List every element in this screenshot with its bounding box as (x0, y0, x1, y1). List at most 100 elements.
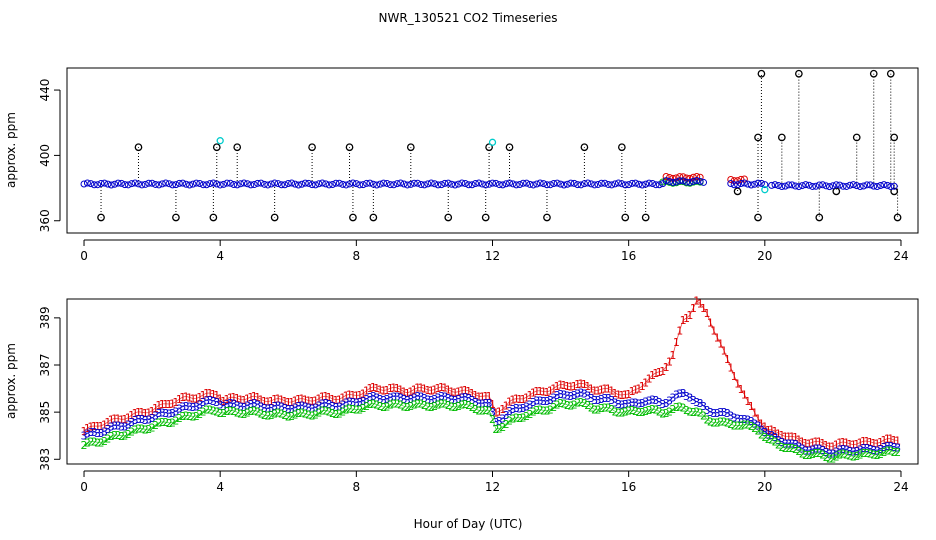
series-2-point: 2 (411, 399, 418, 412)
series-3-point: 3 (448, 393, 455, 406)
series-1-point: 1 (486, 390, 493, 403)
series-3-point: 3 (530, 396, 537, 409)
blue-samples-point (774, 182, 782, 190)
series-1-point: 1 (526, 389, 533, 402)
series-1-point: 1 (349, 389, 356, 402)
series-3-point: 3 (220, 400, 227, 413)
bottom-plot-frame (66, 298, 919, 465)
outlier-point (369, 213, 378, 222)
series-2-point: 2 (458, 399, 465, 412)
series-3-point: 3 (669, 391, 676, 404)
bottom-x-tick-label: 16 (621, 480, 636, 494)
blue-samples-point (638, 181, 646, 189)
blue-samples-point (158, 180, 166, 188)
blue-samples-point (693, 177, 701, 185)
series-2-point: 2 (877, 448, 884, 461)
series-1-point: 1 (857, 437, 864, 450)
series-1-point: 1 (152, 402, 159, 415)
series-2-point: 2 (540, 404, 547, 417)
series-1-point: 1 (683, 312, 690, 325)
series-1-point: 1 (101, 418, 108, 431)
series-3-point: 3 (356, 396, 363, 409)
bottom-x-tick-label: 4 (216, 480, 224, 494)
series-3-point: 3 (564, 389, 571, 402)
series-1-point: 1 (213, 389, 220, 402)
series-1-point: 1 (149, 405, 156, 418)
top-x-tick-label: 16 (621, 249, 636, 263)
series-1-point: 1 (877, 436, 884, 449)
blue-samples-point (83, 179, 91, 187)
series-1-point: 1 (108, 414, 115, 427)
series-3-point: 3 (533, 394, 540, 407)
series-2-point: 2 (479, 404, 486, 417)
series-2-point: 2 (203, 404, 210, 417)
series-3-point: 3 (884, 440, 891, 453)
series-3-point: 3 (646, 394, 653, 407)
blue-samples-point (121, 181, 129, 189)
series-2-point: 2 (714, 416, 721, 429)
series-2-point: 2 (353, 404, 360, 417)
series-1-point: 1 (332, 394, 339, 407)
series-3-point: 3 (206, 394, 213, 407)
series-3-point: 3 (458, 392, 465, 405)
blue-samples-point (386, 181, 394, 189)
series-1-point: 1 (458, 385, 465, 398)
series-3-point: 3 (172, 405, 179, 418)
series-3-point: 3 (383, 393, 390, 406)
series-1-point: 1 (217, 393, 224, 406)
blue-samples-point (80, 180, 88, 188)
series-2-point: 2 (356, 403, 363, 416)
series-1-point: 1 (697, 297, 704, 310)
series-1-point: 1 (98, 420, 105, 433)
series-2-point: 2 (223, 405, 230, 418)
series-2-point: 2 (200, 405, 207, 418)
series-2-point: 2 (724, 417, 731, 430)
series-2-point: 2 (414, 397, 421, 410)
series-1-point: 1 (394, 382, 401, 395)
series-3-point: 3 (346, 395, 353, 408)
series-1-point: 1 (509, 393, 516, 406)
series-1-point: 1 (894, 434, 901, 447)
series-3-point: 3 (469, 394, 476, 407)
series-3-point: 3 (612, 396, 619, 409)
series-3-point: 3 (281, 402, 288, 415)
top-plot-frame (66, 67, 919, 234)
blue-samples-point (492, 179, 500, 187)
top-x-tick-label: 24 (893, 249, 908, 263)
blue-samples-point (206, 180, 214, 188)
series-3-point: 3 (673, 389, 680, 402)
series-2-point: 2 (445, 399, 452, 412)
series-3-point: 3 (755, 420, 762, 433)
series-1-point: 1 (309, 395, 316, 408)
series-2-point: 2 (302, 408, 309, 421)
series-2-point: 2 (118, 430, 125, 443)
blue-samples-point (577, 181, 585, 189)
series-1-point: 1 (710, 325, 717, 338)
series-3-point: 3 (649, 394, 656, 407)
series-1-point: 1 (765, 424, 772, 437)
blue-samples-point (509, 180, 517, 188)
blue-samples-point (805, 181, 813, 189)
blue-samples-point (420, 181, 428, 189)
series-1-point: 1 (891, 434, 898, 447)
series-1-point: 1 (162, 398, 169, 411)
series-1-point: 1 (261, 395, 268, 408)
series-3-point: 3 (128, 416, 135, 429)
series-1-point: 1 (870, 437, 877, 450)
blue-samples-point (648, 179, 656, 187)
series-1-point: 1 (720, 345, 727, 358)
blue-samples-point (417, 180, 425, 188)
series-2-point: 2 (172, 415, 179, 428)
series-1-point: 1 (523, 391, 530, 404)
blue-samples-point (257, 179, 265, 187)
series-1-point: 1 (591, 384, 598, 397)
blue-samples-point (461, 180, 469, 188)
series-3-point: 3 (894, 442, 901, 455)
series-1-point: 1 (121, 413, 128, 426)
blue-samples-point (301, 179, 309, 187)
series-3-point: 3 (353, 397, 360, 410)
series-1-point: 1 (707, 317, 714, 330)
blue-samples-point (172, 181, 180, 189)
series-1-point: 1 (799, 436, 806, 449)
blue-samples-point (700, 178, 708, 186)
